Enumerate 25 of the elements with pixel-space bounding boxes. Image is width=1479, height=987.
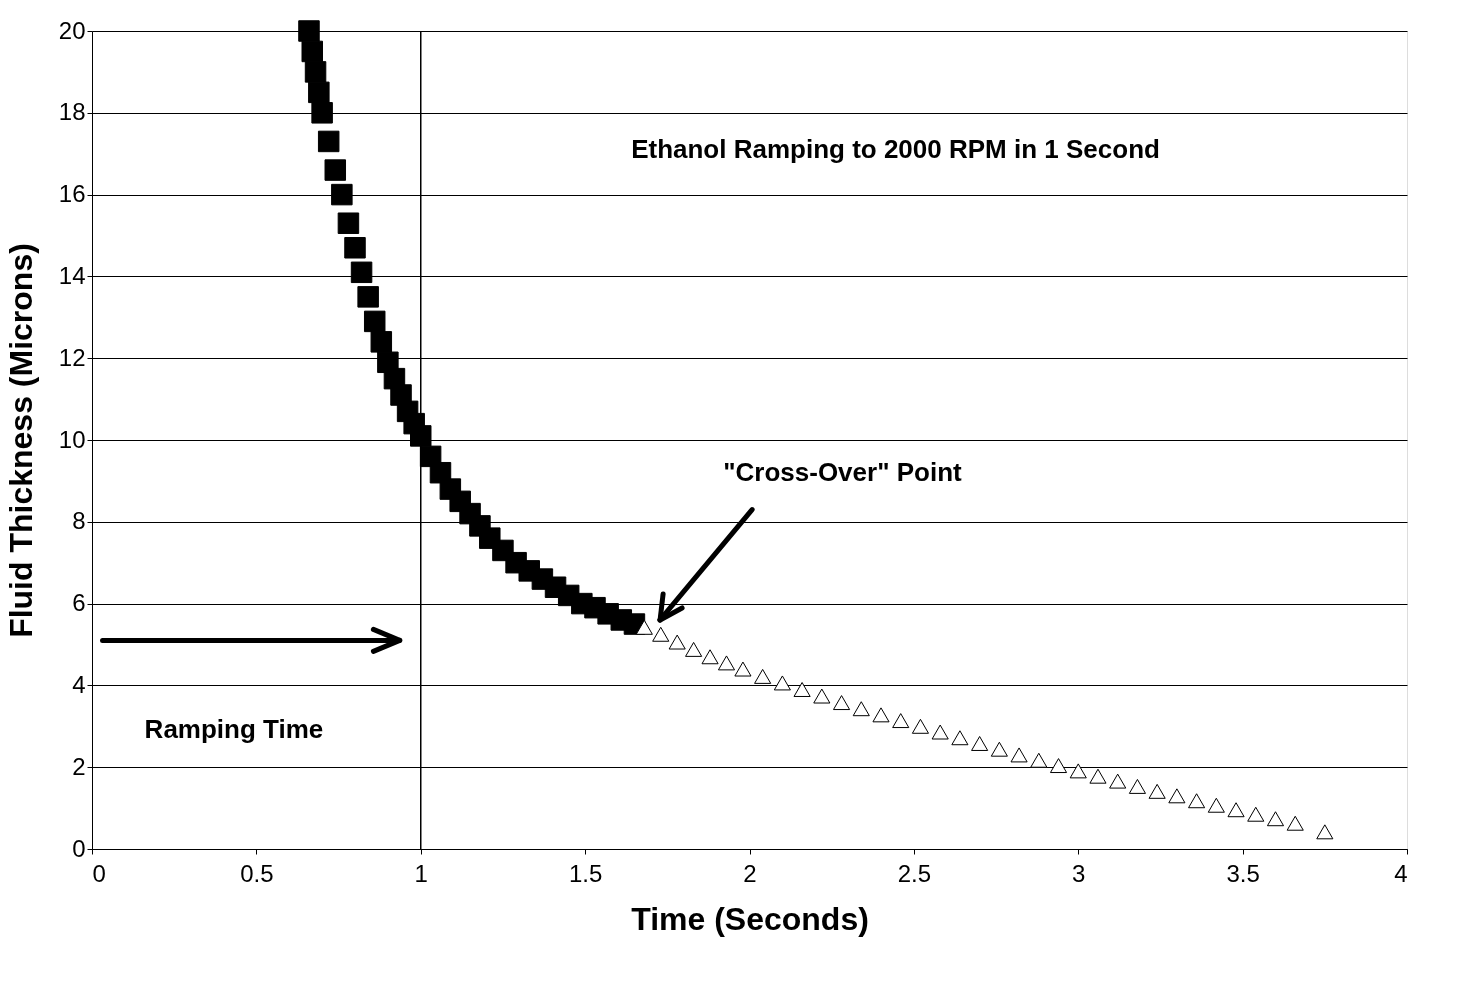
y-tick-label: 12 (58, 343, 86, 371)
y-tick-label: 18 (58, 98, 86, 126)
y-tick-label: 10 (58, 425, 86, 453)
x-tick-label: 0 (92, 859, 106, 887)
x-tick-label: 0.5 (240, 859, 274, 887)
y-tick-label: 2 (72, 752, 86, 780)
annotation: Ramping Time (144, 714, 324, 745)
x-tick-label: 1.5 (568, 859, 603, 887)
x-tick-label: 2 (743, 859, 757, 887)
x-axis-title: Time (Seconds) (631, 900, 869, 937)
annotation: "Cross-Over" Point (723, 456, 963, 487)
y-axis-title: Fluid Thickness (Microns) (2, 243, 39, 638)
x-tick-label: 3.5 (1226, 859, 1260, 887)
y-tick-label: 4 (72, 670, 86, 698)
y-tick-label: 8 (72, 507, 86, 535)
x-tick-label: 3 (1072, 859, 1086, 887)
annotation: Ethanol Ramping to 2000 RPM in 1 Second (631, 133, 1160, 164)
y-tick-label: 0 (72, 834, 86, 862)
y-tick-label: 6 (72, 589, 86, 617)
x-tick-label: 4 (1394, 859, 1408, 887)
x-tick-label: 2.5 (897, 859, 932, 887)
y-tick-label: 14 (58, 261, 86, 289)
y-tick-label: 16 (58, 180, 86, 208)
x-tick-label: 1 (414, 859, 428, 887)
y-tick-label: 20 (58, 16, 86, 44)
